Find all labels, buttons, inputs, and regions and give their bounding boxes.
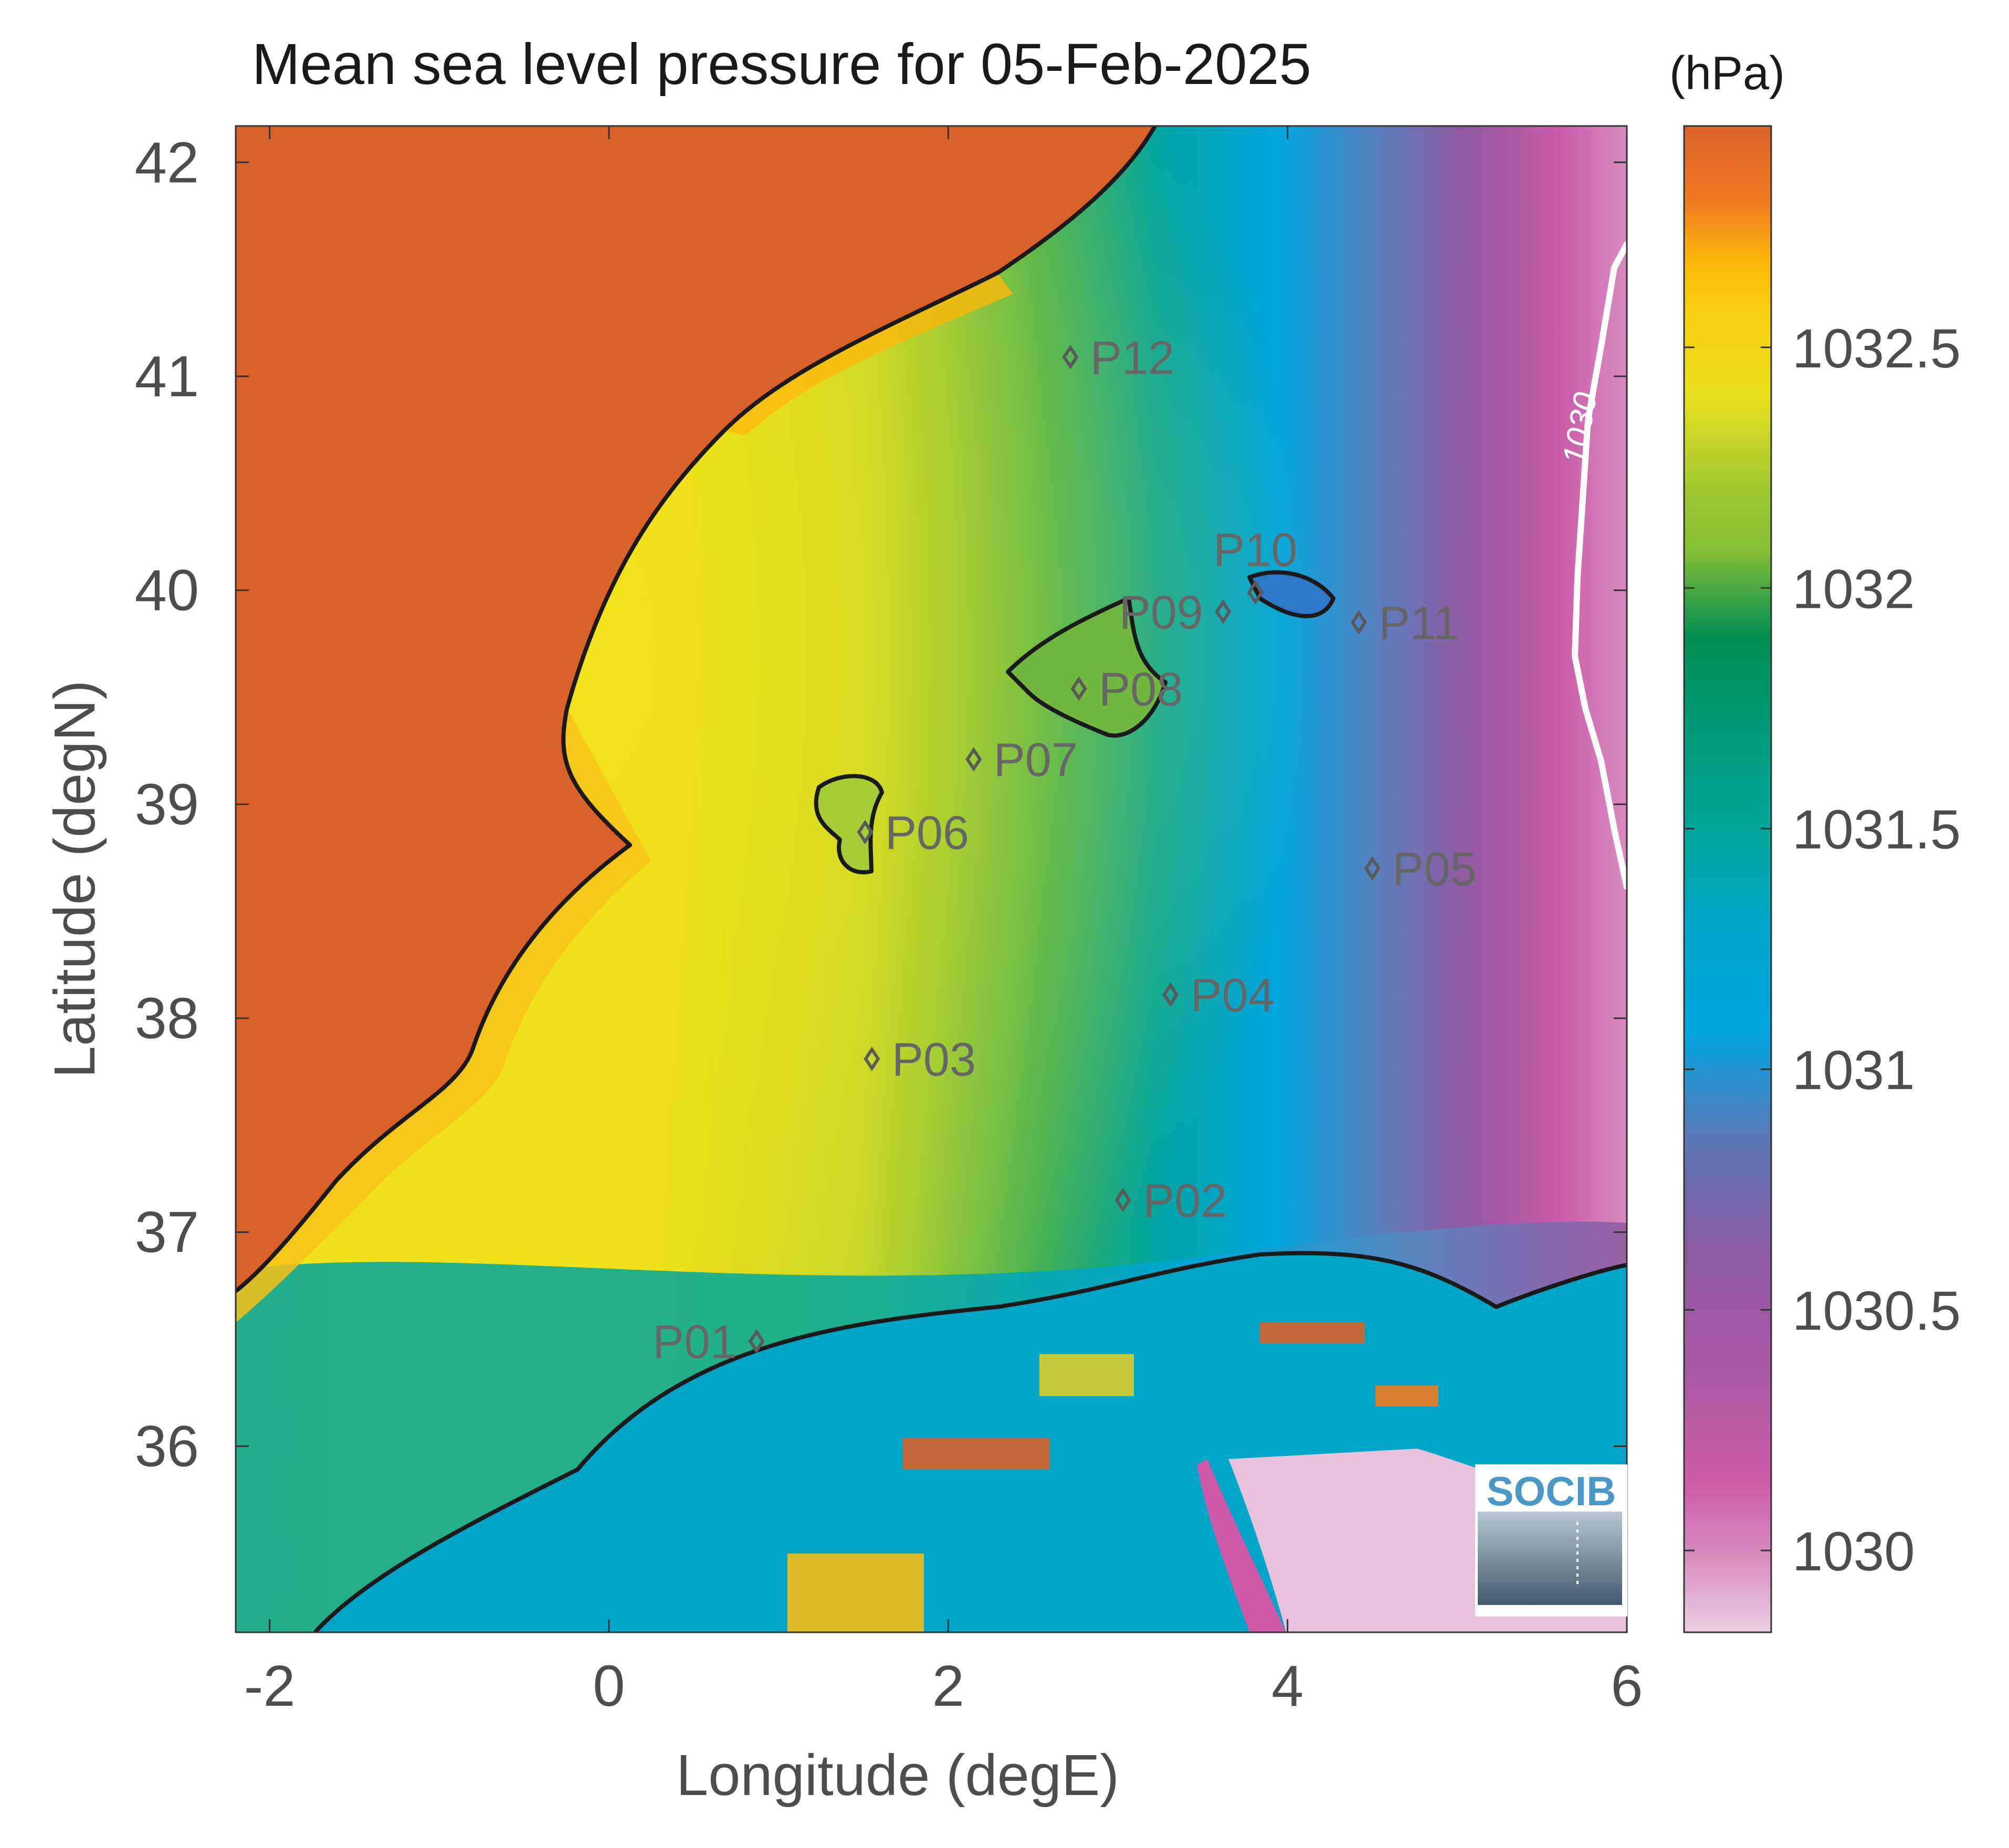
- colorbar-tick-label: 1030.5: [1792, 1281, 1961, 1342]
- colorbar-tick-label: 1032: [1792, 558, 1915, 620]
- colorbar-tick-label: 1032.5: [1792, 318, 1961, 379]
- y-tick-label: 40: [135, 558, 199, 623]
- station-marker-p07: [965, 747, 982, 772]
- station-marker-p03: [864, 1047, 880, 1071]
- x-tick-label: 0: [593, 1654, 625, 1718]
- colorbar-tick-label: 1031.5: [1792, 799, 1961, 861]
- x-tick-label: 4: [1271, 1654, 1303, 1718]
- station-label-p04: P04: [1191, 969, 1275, 1022]
- station-label-p09: P09: [1119, 586, 1203, 639]
- y-tick-label: 38: [135, 986, 199, 1051]
- y-axis-label: Latitude (degN): [43, 680, 107, 1078]
- colorbar-tick-label: 1031: [1792, 1040, 1915, 1101]
- station-marker-p02: [1114, 1188, 1131, 1212]
- colorbar-tick-label: 1030: [1792, 1521, 1915, 1582]
- x-tick-label: -2: [244, 1654, 296, 1718]
- colorbar: [1683, 125, 1772, 1633]
- station-marker-p10: [1247, 580, 1264, 605]
- y-tick-label: 36: [135, 1414, 199, 1479]
- island-mallorca: [1008, 598, 1165, 736]
- colorbar-ticks: 1030 1030.5 1031 1031.5 1032 1032.5: [1684, 318, 1961, 1582]
- station-label-p11: P11: [1379, 597, 1459, 650]
- x-axis-label: Longitude (degE): [676, 1743, 1119, 1808]
- x-tick-label: 2: [932, 1654, 964, 1718]
- station-marker-p01: [748, 1329, 765, 1354]
- station-marker-p09: [1215, 599, 1232, 624]
- station-label-p08: P08: [1099, 663, 1183, 716]
- y-tick-label: 42: [135, 130, 199, 195]
- station-label-p12: P12: [1090, 332, 1174, 384]
- station-label-p07: P07: [994, 734, 1078, 787]
- axes: -2 0 2 4 6 36 37 38 39 40 41 42: [135, 126, 1643, 1718]
- logo-text: SOCIB: [1486, 1468, 1616, 1514]
- station-label-p05: P05: [1392, 843, 1476, 896]
- station-marker-p04: [1162, 982, 1179, 1007]
- socib-logo: SOCIB: [1475, 1464, 1627, 1617]
- y-tick-label: 41: [135, 344, 199, 409]
- station-label-p02: P02: [1143, 1175, 1227, 1228]
- island-ibiza: [816, 776, 882, 872]
- station-label-p06: P06: [885, 807, 969, 859]
- station-marker-p05: [1364, 856, 1381, 881]
- station-label-p10: P10: [1213, 524, 1297, 577]
- station-marker-p11: [1350, 610, 1367, 635]
- station-marker-p06: [857, 819, 874, 844]
- station-marker-p12: [1062, 344, 1079, 369]
- station-marker-p08: [1070, 676, 1087, 701]
- colorbar-unit-label: (hPa): [1669, 47, 1785, 100]
- y-tick-label: 39: [135, 772, 199, 837]
- iberia-land: [236, 126, 1155, 1291]
- contour-1030: [1571, 241, 1627, 890]
- pressure-field: [236, 126, 1627, 1632]
- station-label-p03: P03: [892, 1033, 976, 1086]
- y-tick-label: 37: [135, 1200, 199, 1265]
- plot-frame: [235, 125, 1628, 1633]
- map-title: Mean sea level pressure for 05-Feb-2025: [252, 32, 1311, 97]
- x-tick-label: 6: [1611, 1654, 1643, 1718]
- station-label-p01: P01: [653, 1316, 737, 1369]
